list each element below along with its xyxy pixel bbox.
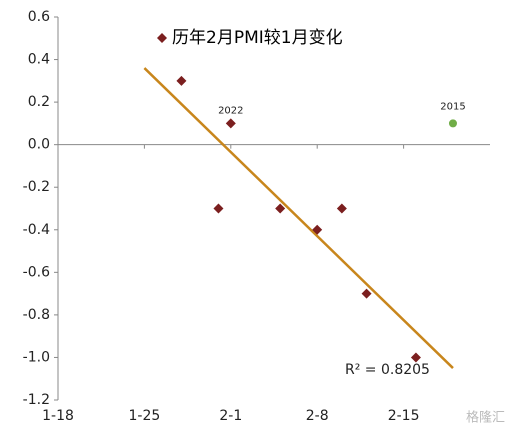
highlight-label: 2015 bbox=[440, 101, 465, 112]
y-tick-label: -0.2 bbox=[23, 179, 50, 195]
y-tick-label: -0.6 bbox=[23, 264, 50, 280]
y-tick-label: 0.6 bbox=[28, 9, 50, 25]
r-squared: R² = 0.8205 bbox=[345, 362, 430, 378]
watermark: 格隆汇 bbox=[466, 410, 505, 426]
x-tick-label: 1-25 bbox=[129, 408, 161, 424]
x-tick-label: 2-1 bbox=[219, 408, 242, 424]
point bbox=[336, 203, 347, 214]
point bbox=[410, 352, 421, 363]
point bbox=[213, 203, 224, 214]
point bbox=[312, 224, 323, 235]
y-tick-label: -0.4 bbox=[23, 222, 50, 238]
legend-marker bbox=[157, 33, 167, 43]
y-tick-label: 0.0 bbox=[28, 137, 50, 153]
trendline bbox=[143, 67, 454, 369]
y-tick-label: 0.2 bbox=[28, 94, 50, 110]
x-tick-label: 2-8 bbox=[306, 408, 329, 424]
x-tick-label: 2-15 bbox=[388, 408, 420, 424]
point bbox=[275, 203, 286, 214]
annotation: 2022 bbox=[218, 105, 243, 116]
point bbox=[361, 288, 372, 299]
highlight-point bbox=[448, 119, 457, 128]
point bbox=[225, 118, 236, 129]
point bbox=[176, 75, 187, 86]
y-tick-label: -1.2 bbox=[23, 392, 50, 408]
legend: 历年2月PMI较1月变化 bbox=[172, 28, 343, 48]
y-tick-label: -1.0 bbox=[23, 349, 50, 365]
y-tick-label: 0.4 bbox=[28, 52, 50, 68]
x-tick-label: 1-18 bbox=[42, 408, 74, 424]
y-tick-label: -0.8 bbox=[23, 307, 50, 323]
